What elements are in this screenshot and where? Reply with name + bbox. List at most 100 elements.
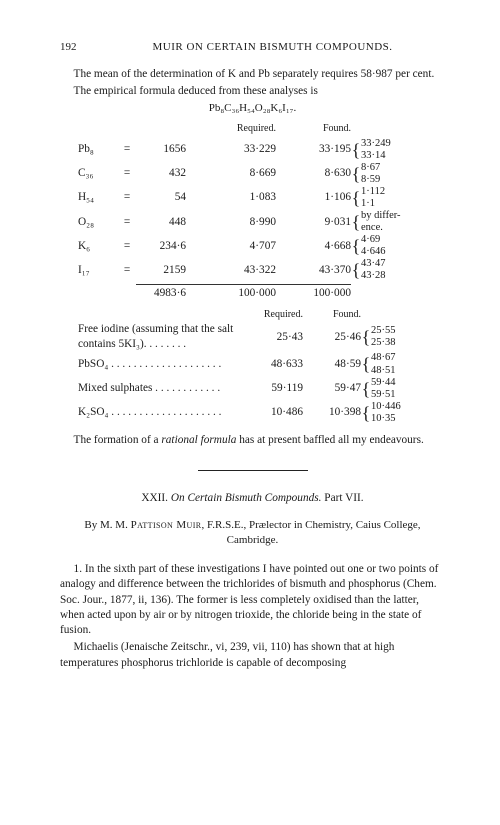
brace: {: [361, 329, 371, 345]
required: 33·229: [206, 142, 296, 157]
brace: {: [361, 356, 371, 372]
col-found: Found.: [296, 122, 351, 136]
body-paragraph-2: Michaelis (Jenaische Zeitschr., vi, 239,…: [60, 640, 445, 671]
text: has at present baffled all my endeavours…: [236, 434, 423, 446]
found: 59·47: [311, 381, 361, 396]
brace: {: [351, 190, 361, 206]
found: 43·370: [296, 263, 351, 278]
totals-row: 4983·6 100·000 100·000: [78, 282, 445, 302]
required: 1·083: [206, 190, 296, 205]
article-part: Part VII.: [321, 492, 363, 504]
equals: =: [118, 239, 136, 254]
article-title: XXII. On Certain Bismuth Compounds. Part…: [60, 491, 445, 506]
observed-values: 8·678·59: [361, 162, 416, 186]
brace: {: [351, 142, 361, 158]
compound-label: PbSO₄ . . . . . . . . . . . . . . . . . …: [78, 357, 253, 372]
brace: {: [361, 405, 371, 421]
required: 10·486: [253, 405, 311, 420]
mass: 448: [136, 215, 206, 230]
paragraph-1: The mean of the determination of K and P…: [60, 67, 445, 82]
body-paragraph-1: 1. In the sixth part of these investigat…: [60, 562, 445, 638]
element: O₂₈: [78, 215, 118, 230]
required: 59·119: [253, 381, 311, 396]
table-row: K₂SO₄ . . . . . . . . . . . . . . . . . …: [78, 401, 445, 425]
equals: =: [118, 166, 136, 181]
paragraph-3: The formation of a rational formula has …: [60, 433, 445, 448]
running-title: MUIR ON CERTAIN BISMUTH COMPOUNDS.: [100, 40, 445, 55]
required: 8·990: [206, 215, 296, 230]
paragraph-2: The empirical formula deduced from these…: [60, 84, 445, 99]
equals: =: [118, 142, 136, 157]
found: 4·668: [296, 239, 351, 254]
observed-values: 10·44610·35: [371, 401, 421, 425]
table-header: Required. Found.: [78, 308, 445, 322]
required: 48·633: [253, 357, 311, 372]
col-required: Required.: [253, 308, 311, 322]
table-header: Required. Found.: [78, 122, 445, 136]
page-header: 192 MUIR ON CERTAIN BISMUTH COMPOUNDS.: [60, 40, 445, 55]
found: 9·031: [296, 215, 351, 230]
mass: 1656: [136, 142, 206, 157]
equals: =: [118, 263, 136, 278]
found: 33·195: [296, 142, 351, 157]
mass: 234·6: [136, 239, 206, 254]
found: 1·106: [296, 190, 351, 205]
page-container: 192 MUIR ON CERTAIN BISMUTH COMPOUNDS. T…: [0, 0, 500, 703]
mass: 432: [136, 166, 206, 181]
total-required: 100·000: [206, 284, 296, 301]
table-row: H₅₄=541·0831·106{1·1121·1: [78, 186, 445, 210]
total-mass: 4983·6: [136, 284, 206, 301]
brace: {: [351, 262, 361, 278]
found: 48·59: [311, 357, 361, 372]
total-found: 100·000: [296, 284, 351, 301]
author-credentials: , F.R.S.E., Prælector in Chemistry, Caiu…: [202, 519, 421, 546]
found: 8·630: [296, 166, 351, 181]
compound-label: K₂SO₄ . . . . . . . . . . . . . . . . . …: [78, 405, 253, 420]
rational-formula-term: rational formula: [161, 434, 236, 446]
observed-values: 25·5525·38: [371, 325, 421, 349]
mass: 54: [136, 190, 206, 205]
observed-values: 48·6748·51: [371, 352, 421, 376]
required: 43·322: [206, 263, 296, 278]
found: 10·398: [311, 405, 361, 420]
observed-values: 4·694·646: [361, 234, 416, 258]
table-row: Pb₈=165633·22933·195{33·24933·14: [78, 138, 445, 162]
author-by: By M. M.: [84, 519, 130, 531]
brace: {: [351, 238, 361, 254]
compound-label: Mixed sulphates . . . . . . . . . . . .: [78, 381, 253, 396]
element: Pb₈: [78, 142, 118, 157]
text: The formation of a: [74, 434, 162, 446]
observed-values: 33·24933·14: [361, 138, 416, 162]
observed-values: 43·4743·28: [361, 258, 416, 282]
empirical-formula: Pb₈C₃₆H₅₄O₂₈K₆I₁₇.: [60, 101, 445, 116]
table-row: C₃₆=4328·6698·630{8·678·59: [78, 162, 445, 186]
table-row: O₂₈=4488·9909·031{by differ-ence.: [78, 210, 445, 234]
table-row: I₁₇=215943·32243·370{43·4743·28: [78, 258, 445, 282]
page-number: 192: [60, 40, 100, 55]
observed-values: 1·1121·1: [361, 186, 416, 210]
table-row: K₆=234·64·7074·668{4·694·646: [78, 234, 445, 258]
brace: {: [351, 214, 361, 230]
mass: 2159: [136, 263, 206, 278]
required: 4·707: [206, 239, 296, 254]
composition-table: Required. Found. Pb₈=165633·22933·195{33…: [78, 122, 445, 302]
observed-values: 59·4459·51: [371, 377, 421, 401]
article-title-text: On Certain Bismuth Compounds.: [171, 492, 322, 504]
element: I₁₇: [78, 263, 118, 278]
element: C₃₆: [78, 166, 118, 181]
author-line: By M. M. Pattison Muir, F.R.S.E., Prælec…: [60, 518, 445, 548]
author-name: Pattison Muir: [131, 519, 202, 531]
required: 8·669: [206, 166, 296, 181]
article-number: XXII.: [141, 492, 171, 504]
brace: {: [351, 166, 361, 182]
equals: =: [118, 190, 136, 205]
observed-values: by differ-ence.: [361, 210, 416, 234]
element: H₅₄: [78, 190, 118, 205]
found: 25·46: [311, 330, 361, 345]
required: 25·43: [253, 330, 311, 345]
table-row: Mixed sulphates . . . . . . . . . . . .5…: [78, 377, 445, 401]
col-found: Found.: [311, 308, 361, 322]
col-required: Required.: [206, 122, 296, 136]
table-row: Free iodine (assuming that the salt cont…: [78, 322, 445, 353]
compound-label: Free iodine (assuming that the salt cont…: [78, 322, 253, 353]
